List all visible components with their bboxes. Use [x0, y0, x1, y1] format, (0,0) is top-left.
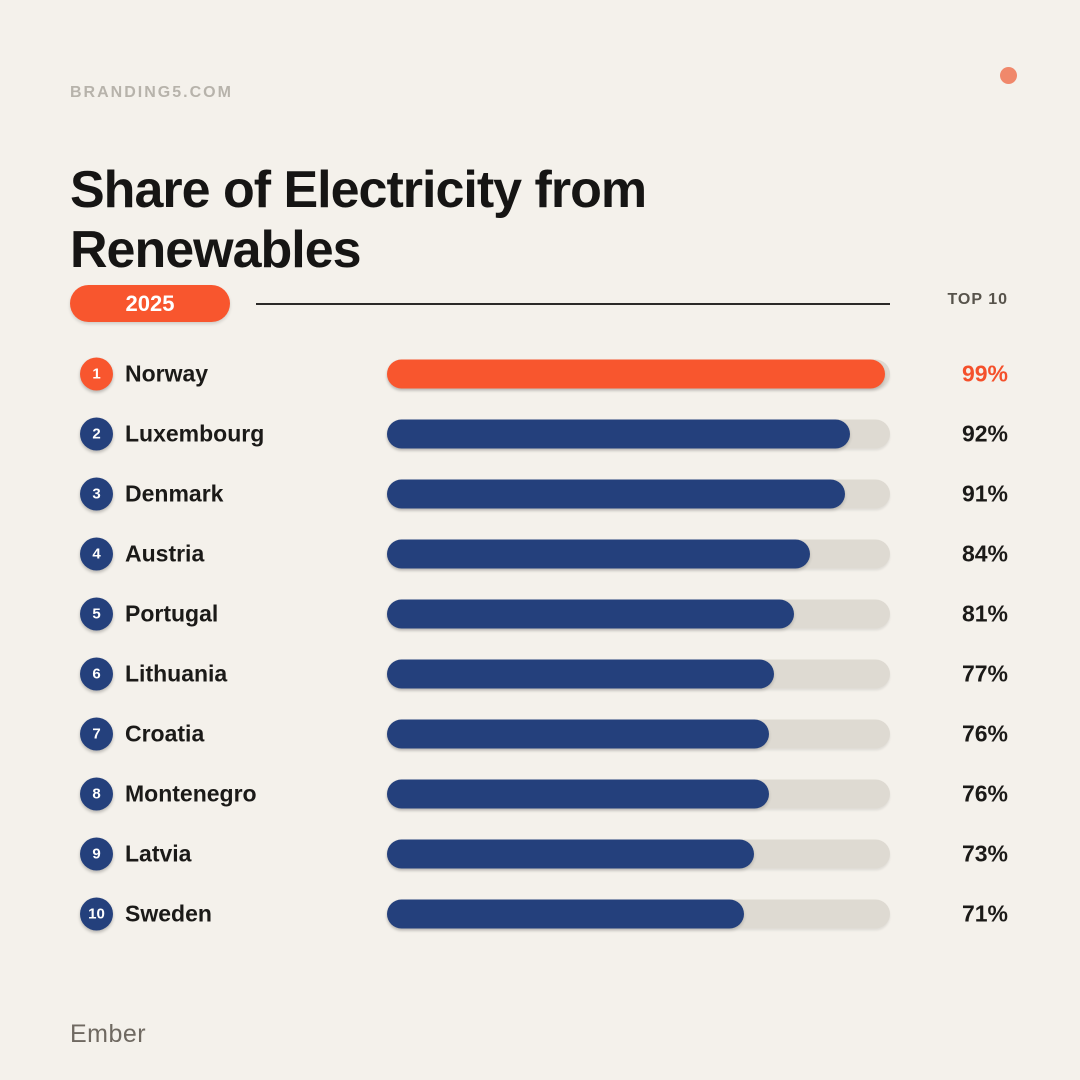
bar-fill	[387, 479, 845, 509]
country-label: Sweden	[125, 900, 212, 927]
rank-badge-number: 8	[92, 785, 101, 803]
chart-rows: 1 Norway 99% 2 Luxembourg 92% 3 Denmark …	[0, 344, 1080, 944]
value-label: 91%	[961, 480, 1008, 507]
bar-track	[387, 719, 890, 749]
page-title-line2: Renewables	[70, 221, 362, 279]
value-label: 77%	[961, 660, 1008, 687]
rank-badge: 7	[80, 717, 113, 751]
top10-label: TOP 10	[947, 291, 1008, 308]
chart-row: 8 Montenegro 76%	[0, 764, 1080, 824]
country-label: Luxembourg	[125, 420, 265, 447]
country-label: Montenegro	[125, 780, 257, 807]
bar-fill	[387, 599, 795, 629]
country-label: Latvia	[125, 840, 192, 867]
divider-line	[256, 303, 890, 305]
bar-fill	[387, 779, 770, 809]
bar-fill	[387, 539, 810, 569]
chart-row: 2 Luxembourg 92%	[0, 404, 1080, 464]
page-title-line1: Share of Electricity from	[70, 161, 647, 219]
rank-badge-number: 7	[92, 725, 101, 743]
value-label: 92%	[961, 420, 1008, 447]
rank-badge: 6	[80, 657, 113, 691]
rank-badge: 3	[80, 477, 113, 511]
rank-badge-number: 10	[88, 905, 105, 923]
corner-dot-icon	[1000, 67, 1017, 84]
value-label: 71%	[961, 900, 1008, 927]
bar-fill	[387, 419, 850, 449]
chart-row: 6 Lithuania 77%	[0, 644, 1080, 704]
country-label: Austria	[125, 540, 205, 567]
rank-badge: 1	[80, 357, 113, 391]
chart-row: 7 Croatia 76%	[0, 704, 1080, 764]
bar-track	[387, 659, 890, 689]
rank-badge-number: 6	[92, 665, 101, 683]
rank-badge-number: 3	[92, 485, 101, 503]
subheader-row: 2025 TOP 10	[0, 285, 1080, 323]
page-title: Share of Electricity from Renewables	[70, 160, 647, 280]
bar-track	[387, 599, 890, 629]
bar-fill	[387, 659, 775, 689]
bar-track	[387, 779, 890, 809]
rank-badge-number: 1	[92, 365, 101, 383]
rank-badge: 8	[80, 777, 113, 811]
chart-row: 9 Latvia 73%	[0, 824, 1080, 884]
bar-fill	[387, 899, 745, 929]
year-badge: 2025	[70, 285, 230, 322]
chart-row: 3 Denmark 91%	[0, 464, 1080, 524]
chart-row: 10 Sweden 71%	[0, 884, 1080, 944]
value-label: 81%	[961, 600, 1008, 627]
bar-track	[387, 479, 890, 509]
value-label: 73%	[961, 840, 1008, 867]
rank-badge: 10	[80, 897, 113, 931]
rank-badge: 4	[80, 537, 113, 571]
bar-fill	[387, 839, 755, 869]
chart-row: 4 Austria 84%	[0, 524, 1080, 584]
chart-row: 1 Norway 99%	[0, 344, 1080, 404]
country-label: Denmark	[125, 480, 224, 507]
rank-badge: 9	[80, 837, 113, 871]
rank-badge: 2	[80, 417, 113, 451]
brand-watermark: BRANDING5.COM	[70, 84, 233, 101]
source-attribution: Ember	[70, 1020, 147, 1048]
country-label: Norway	[125, 360, 209, 387]
bar-fill	[387, 719, 770, 749]
value-label: 76%	[961, 780, 1008, 807]
bar-track	[387, 419, 890, 449]
value-label: 84%	[961, 540, 1008, 567]
chart-row: 5 Portugal 81%	[0, 584, 1080, 644]
bar-track	[387, 359, 890, 389]
value-label: 76%	[961, 720, 1008, 747]
rank-badge-number: 2	[92, 425, 101, 443]
value-label: 99%	[961, 360, 1008, 387]
bar-fill	[387, 359, 885, 389]
bar-track	[387, 839, 890, 869]
rank-badge: 5	[80, 597, 113, 631]
rank-badge-number: 9	[92, 845, 101, 863]
country-label: Portugal	[125, 600, 219, 627]
country-label: Croatia	[125, 720, 205, 747]
rank-badge-number: 4	[92, 545, 101, 563]
bar-track	[387, 899, 890, 929]
country-label: Lithuania	[125, 660, 228, 687]
rank-badge-number: 5	[92, 605, 101, 623]
bar-track	[387, 539, 890, 569]
